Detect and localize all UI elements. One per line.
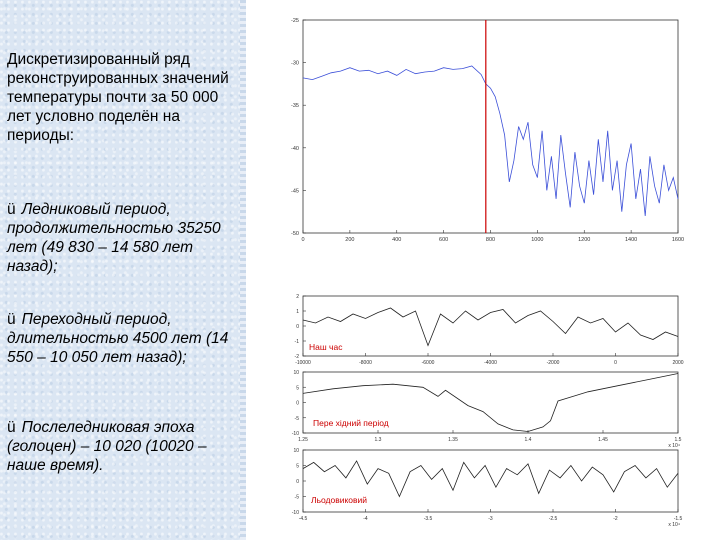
bullet-holocene-text: Послеледниковая эпоха (голоцен) – 10 020… [7,419,207,474]
x-tick-label: -4000 [484,360,497,366]
x-tick-label: 2000 [672,360,683,366]
x-tick-label: -10000 [295,360,311,366]
y-tick-label: -30 [291,61,299,67]
x-tick-label: -3 [488,516,493,522]
x-tick-label: 1.35 [448,437,458,443]
series-line [302,65,679,217]
y-tick-label: 0 [296,401,299,407]
x-tick-label: 1.45 [598,437,608,443]
x-exponent-label: x 10⁴ [668,522,680,528]
y-tick-label: 2 [296,294,299,300]
y-tick-label: -1 [295,339,300,345]
x-tick-label: -4.5 [299,516,308,522]
y-tick-label: 5 [296,385,299,391]
intro-text: Дискретизированный ряд реконструированны… [7,51,229,144]
y-tick-label: 10 [293,370,299,376]
series-line [302,307,679,347]
period-annotation: Наш час [309,342,343,352]
y-tick-label: -2 [295,354,300,360]
bullet-glacial-text: Ледниковый период, продолжительностью 35… [7,201,221,275]
x-tick-label: -3.5 [424,516,433,522]
x-tick-label: -1.5 [674,516,683,522]
text-panel [0,0,240,540]
x-tick-label: 1400 [625,237,637,243]
check-icon: ü [7,201,16,218]
y-tick-label: 0 [296,479,299,485]
y-tick-label: 0 [296,324,299,330]
chart-frame [302,371,679,434]
x-tick-label: -2 [613,516,618,522]
y-tick-label: 5 [296,464,299,470]
check-icon: ü [7,311,16,328]
x-exponent-label: x 10⁴ [668,443,680,449]
x-tick-label: 1.25 [298,437,308,443]
y-tick-label: -40 [291,146,299,152]
chart-1: 0 200 400 600 800 1000 1200 1400 1600 -25 -30 -35 -4… [273,10,693,253]
y-tick-label: -25 [291,18,299,24]
chart-frame [302,19,679,234]
panel-divider [240,0,246,540]
chart-background [273,10,693,253]
check-icon: ü [7,419,16,436]
bullet-holocene: ü Послеледниковая эпоха (голоцен) – 10 02… [7,418,239,475]
x-tick-label: -2.5 [549,516,558,522]
x-tick-label: 1000 [531,237,543,243]
x-tick-label: 1200 [578,237,590,243]
y-tick-label: -35 [291,103,299,109]
y-tick-label: -50 [291,231,299,237]
x-tick-label: 1.4 [525,437,532,443]
chart-frame [302,295,679,357]
chart-2: -10000 -8000 -6000 -4000 -2000 0 2000 2 1 0 -1 -2 На… [295,294,684,366]
x-tick-label: 1600 [672,237,684,243]
x-tick-label: 0 [301,237,304,243]
x-tick-label: 1.5 [675,437,682,443]
series-line [302,460,679,498]
y-tick-label: 10 [293,448,299,454]
bullet-transition: ü Переходный период, длительностью 4500 л… [7,310,239,367]
period-annotation: Льодовиковий [311,495,367,505]
x-tick-label: 600 [439,237,448,243]
y-tick-label: -10 [292,510,299,516]
series-line [302,373,679,432]
x-tick-label: 800 [486,237,495,243]
y-tick-label: -5 [295,495,300,501]
chart-3: 1.25 1.3 1.35 1.4 1.45 1.5 10 5 0 -5 -10 x 10⁴ Пере … [292,370,682,449]
bullet-glacial: ü Ледниковый период, продолжительностью 3… [7,200,239,276]
x-tick-label: 0 [614,360,617,366]
x-tick-label: -8000 [359,360,372,366]
y-tick-label: -45 [291,188,299,194]
x-tick-label: -4 [363,516,368,522]
x-tick-label: 200 [345,237,354,243]
y-tick-label: 1 [296,309,299,315]
x-tick-label: -6000 [422,360,435,366]
x-tick-label: 1.3 [375,437,382,443]
y-tick-label: -5 [295,416,300,422]
bullet-transition-text: Переходный период, длительностью 4500 ле… [7,311,229,366]
x-tick-label: -2000 [547,360,560,366]
chart-4: -4.5 -4 -3.5 -3 -2.5 -2 -1.5 10 5 0 -5 -10 x 10⁴ Льод… [292,448,683,528]
y-tick-label: -10 [292,431,299,437]
period-annotation: Пере хідний період [313,418,389,428]
x-tick-label: 400 [392,237,401,243]
chart-frame [302,449,679,513]
